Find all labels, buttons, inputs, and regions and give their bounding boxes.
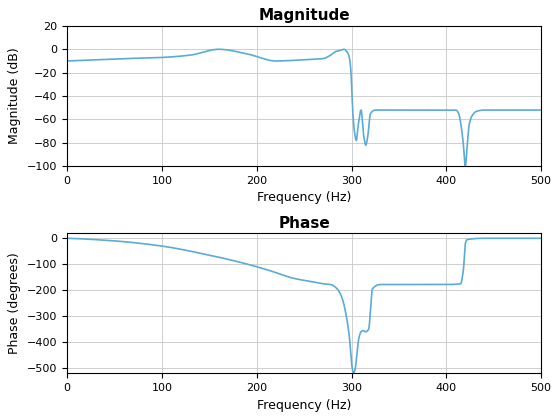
Title: Phase: Phase <box>278 215 330 231</box>
Y-axis label: Magnitude (dB): Magnitude (dB) <box>8 47 21 144</box>
X-axis label: Frequency (Hz): Frequency (Hz) <box>257 399 351 412</box>
X-axis label: Frequency (Hz): Frequency (Hz) <box>257 192 351 205</box>
Title: Magnitude: Magnitude <box>258 8 350 24</box>
Y-axis label: Phase (degrees): Phase (degrees) <box>8 252 21 354</box>
